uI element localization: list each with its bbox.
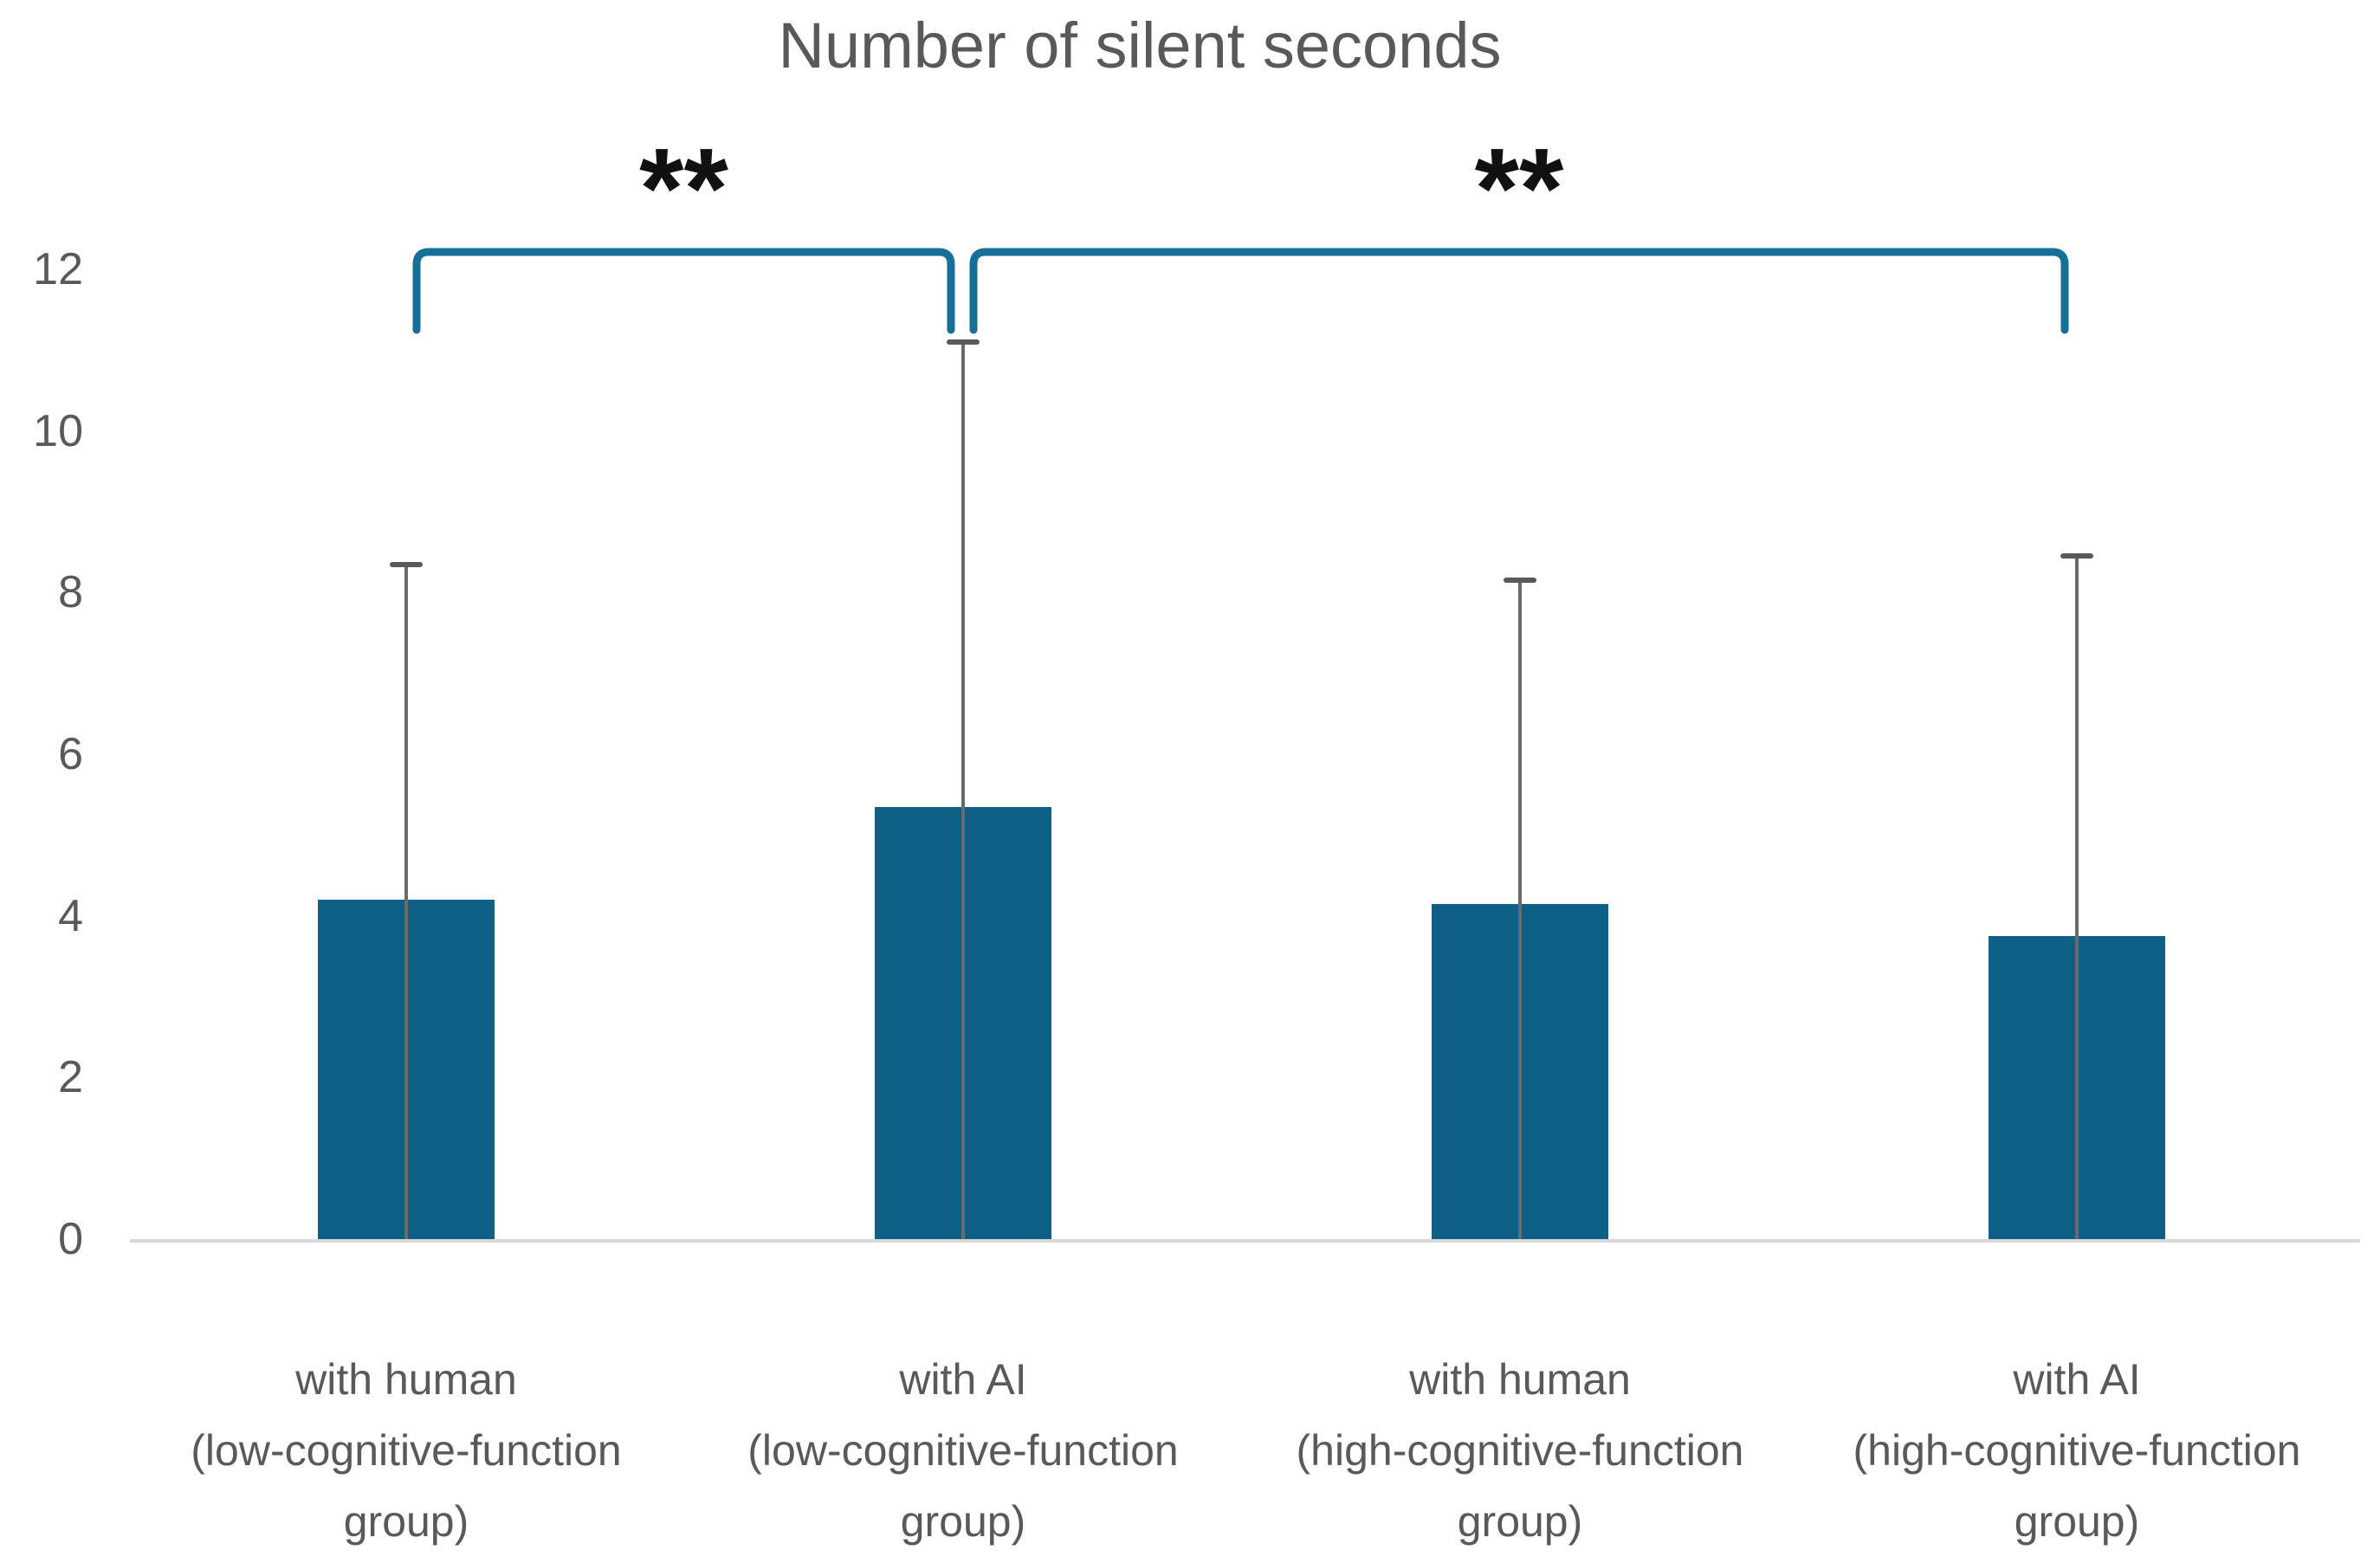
category-label-line: (high-cognitive-function xyxy=(1296,1426,1744,1475)
error-bar-line xyxy=(2075,556,2079,1239)
error-bar-cap xyxy=(2060,553,2093,559)
category-label-line: group) xyxy=(2014,1497,2140,1546)
y-tick-6: 6 xyxy=(58,729,83,780)
significance-label-1: ** xyxy=(639,125,728,252)
category-label-line: with human xyxy=(295,1355,517,1404)
x-axis-line xyxy=(130,1239,2360,1243)
error-bar-line xyxy=(404,564,408,1239)
category-label-with-ai-high: with AI (high-cognitive-function group) xyxy=(1791,1344,2363,1557)
y-tick-10: 10 xyxy=(33,405,83,456)
category-label-line: (high-cognitive-function xyxy=(1853,1426,2301,1475)
error-bar-cap xyxy=(1504,578,1536,584)
y-tick-2: 2 xyxy=(58,1052,83,1103)
category-label-line: group) xyxy=(900,1497,1026,1546)
category-label-line: (low-cognitive-function xyxy=(191,1426,622,1475)
error-bar-cap xyxy=(947,339,980,346)
y-tick-12: 12 xyxy=(33,244,83,295)
category-label-line: with AI xyxy=(899,1355,1027,1404)
error-bar-cap xyxy=(390,561,423,567)
category-label-with-human-high: with human (high-cognitive-function grou… xyxy=(1234,1344,1806,1557)
category-label-line: group) xyxy=(1457,1497,1583,1546)
error-bar-line xyxy=(1518,580,1522,1239)
y-tick-0: 0 xyxy=(58,1214,83,1264)
y-tick-4: 4 xyxy=(58,890,83,941)
category-label-with-ai-low: with AI (low-cognitive-function group) xyxy=(677,1344,1249,1557)
significance-label-2: ** xyxy=(1474,125,1564,252)
significance-bracket-2 xyxy=(969,248,2069,334)
chart-title: Number of silent seconds xyxy=(778,10,1502,81)
category-label-line: (low-cognitive-function xyxy=(747,1426,1179,1475)
category-label-line: with AI xyxy=(2013,1355,2141,1404)
category-label-line: group) xyxy=(343,1497,469,1546)
error-bar-line xyxy=(961,342,965,1239)
y-tick-8: 8 xyxy=(58,567,83,618)
category-label-with-human-low: with human (low-cognitive-function group… xyxy=(120,1344,692,1557)
significance-bracket-1 xyxy=(412,248,955,334)
category-label-line: with human xyxy=(1409,1355,1631,1404)
